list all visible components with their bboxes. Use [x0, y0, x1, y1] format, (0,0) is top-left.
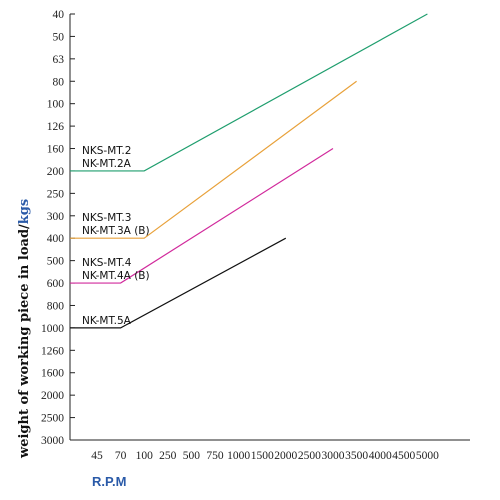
- y-tick-label: 400: [47, 233, 65, 245]
- y-tick-label: 80: [53, 76, 65, 88]
- x-tick-label: 2500: [298, 450, 321, 462]
- y-tick-label: 500: [47, 256, 65, 268]
- y-axis-label: weight of working piece in load/kgs: [17, 199, 32, 459]
- x-tick-label: 3000: [322, 450, 345, 462]
- series-label-2-2: NK-MT.3A (B): [82, 225, 150, 237]
- y-tick-label: 1000: [41, 323, 64, 335]
- y-tick-label: 160: [47, 144, 65, 156]
- y-tick-labels: 40 50 63 80 100 126 160 200 250 300 400 500 600 800 10…: [41, 9, 75, 447]
- y-tick-label: 63: [53, 54, 65, 66]
- y-tick-label: 800: [47, 300, 65, 312]
- x-tick-label: 5000: [416, 450, 439, 462]
- x-tick-label: 500: [183, 450, 201, 462]
- x-tick-label: 2000: [274, 450, 297, 462]
- x-tick-labels: 45 70 100 250 500 750 1000 1500 2000 2500 3000 3500…: [91, 450, 439, 462]
- series-line-3: [70, 148, 334, 284]
- y-tick-label: 200: [47, 166, 65, 178]
- y-tick-label: 2500: [41, 413, 64, 425]
- series-label-3-2: NK-MT.4A (B): [82, 270, 150, 282]
- y-tick-label: 2000: [41, 390, 64, 402]
- series-label-2-1: NKS-MT.3: [82, 212, 131, 224]
- y-tick-label: 1260: [41, 345, 64, 357]
- y-tick-label: 126: [47, 121, 65, 133]
- series-line-2: [70, 80, 357, 239]
- y-tick-label: 40: [53, 9, 65, 21]
- x-tick-label: 4000: [369, 450, 392, 462]
- series-label-1-1: NKS-MT.2: [82, 145, 131, 157]
- x-tick-label: 3500: [345, 450, 368, 462]
- series-line-1: [70, 13, 428, 172]
- x-tick-label: 100: [136, 450, 154, 462]
- x-tick-label: 1000: [227, 450, 250, 462]
- x-tick-label: 70: [115, 450, 127, 462]
- x-tick-label: 4500: [392, 450, 415, 462]
- y-tick-label: 3000: [41, 435, 64, 447]
- x-tick-label: 1500: [251, 450, 274, 462]
- y-tick-label: 100: [47, 99, 65, 111]
- x-tick-label: 250: [159, 450, 177, 462]
- axes: [69, 14, 470, 441]
- series-label-4-1: NK-MT.5A: [82, 315, 132, 327]
- y-tick-label: 250: [47, 188, 65, 200]
- y-tick-label: 600: [47, 278, 65, 290]
- y-tick-label: 50: [53, 31, 65, 43]
- y-tick-label: 1600: [41, 368, 64, 380]
- x-axis-label: R.P.M: [92, 474, 126, 489]
- x-tick-label: 750: [206, 450, 224, 462]
- series-label-3-1: NKS-MT.4: [82, 257, 132, 269]
- x-tick-label: 45: [91, 450, 103, 462]
- series-labels: NKS-MT.2NK-MT.2A NKS-MT.3NK-MT.3A (B) NKS-…: [82, 145, 150, 327]
- y-tick-label: 300: [47, 211, 65, 223]
- series-label-1-2: NK-MT.2A: [82, 158, 132, 170]
- series-group: [70, 13, 428, 329]
- series-line-4: [70, 237, 287, 329]
